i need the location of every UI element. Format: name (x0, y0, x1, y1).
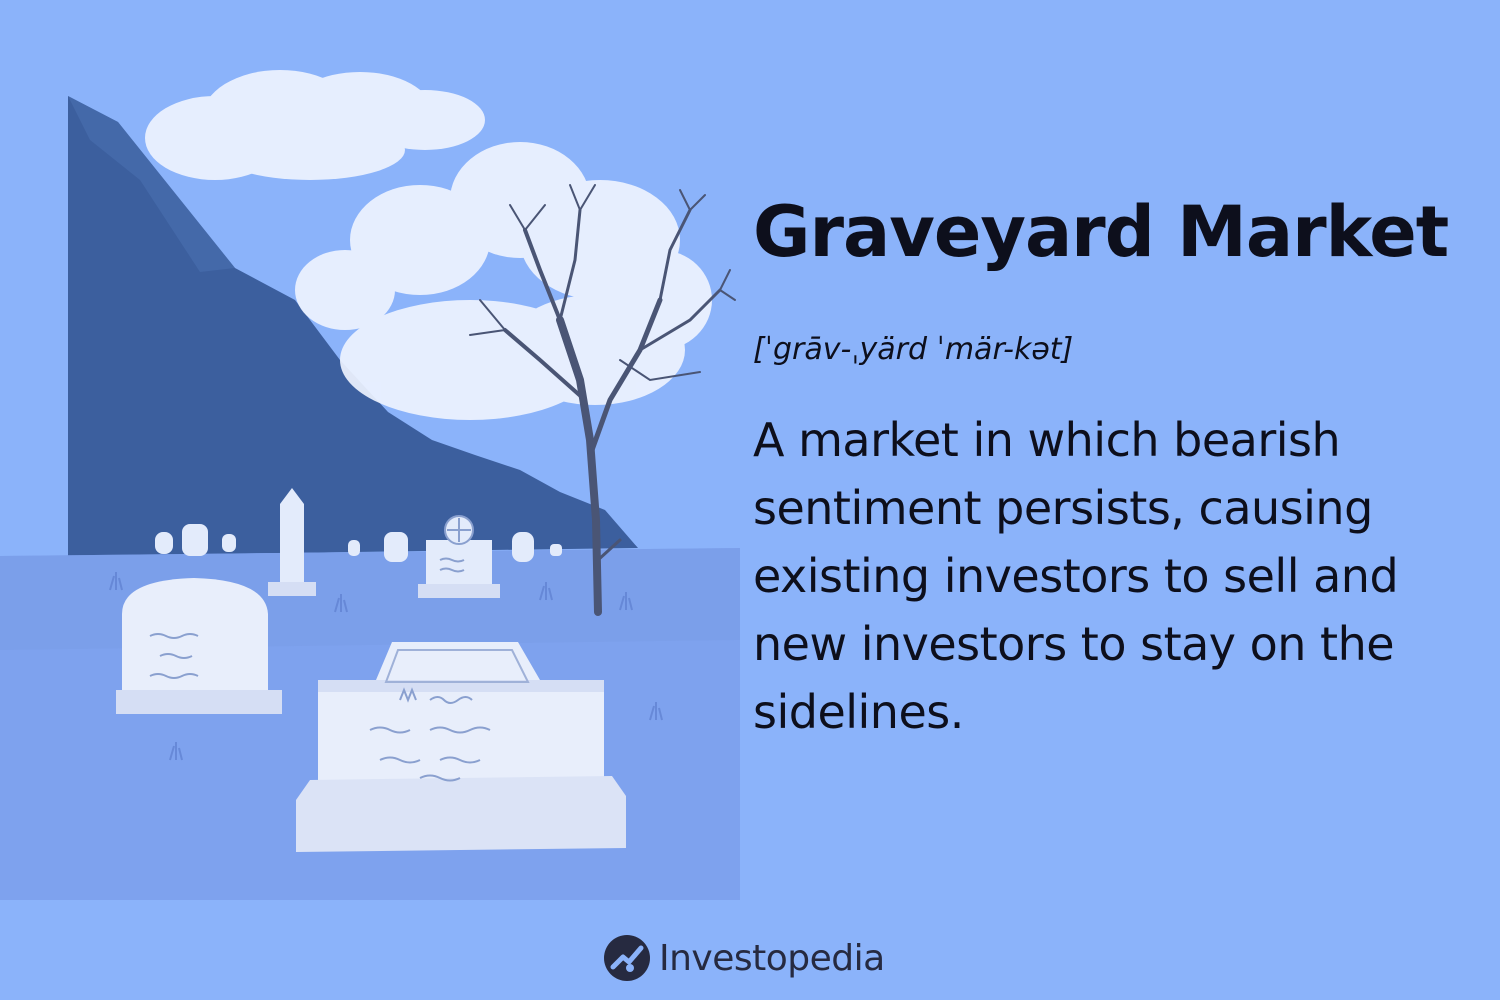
definition-text: A market in which bearish sentiment pers… (753, 406, 1453, 746)
cloud-icon (295, 142, 712, 420)
cloud-icon (145, 70, 485, 180)
graveyard-illustration (0, 0, 740, 900)
brand-name: Investopedia (659, 938, 885, 979)
gravestone-icon (116, 578, 282, 714)
definition-panel: Graveyard Market [ˈgrāv-ˌyärd ˈmär-kət] … (753, 190, 1453, 792)
brand-logo[interactable]: Investopedia (603, 930, 885, 986)
term-title: Graveyard Market (753, 190, 1453, 274)
investopedia-logo-icon (603, 934, 651, 982)
pronunciation: [ˈgrāv-ˌyärd ˈmär-kət] (753, 332, 1453, 368)
